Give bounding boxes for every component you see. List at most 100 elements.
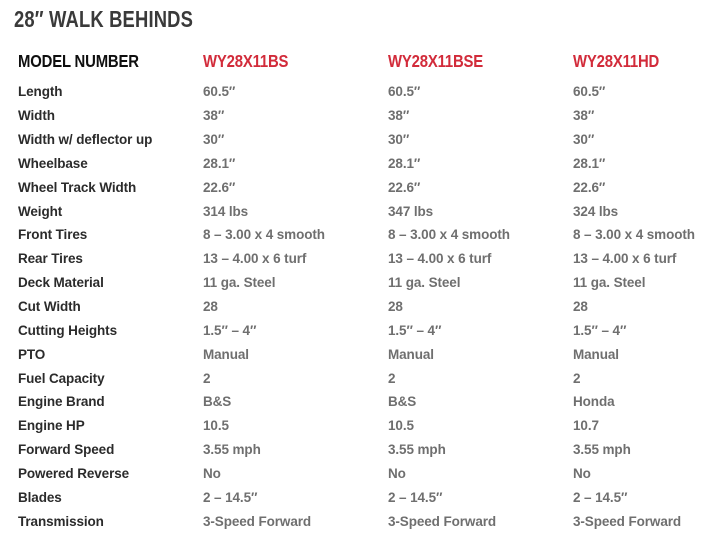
table-row: Rear Tires 13 – 4.00 x 6 turf 13 – 4.00 … [18, 247, 706, 271]
spec-value: 30″ [573, 132, 595, 148]
spec-value: 28.1″ [388, 155, 421, 171]
table-row: Length 60.5″ 60.5″ 60.5″ [18, 80, 706, 104]
model-number-header-row: MODEL NUMBER WY28X11BS WY28X11BSE WY28X1… [18, 45, 706, 77]
spec-value: 30″ [388, 132, 410, 148]
model-name-wy28x11bs: WY28X11BS [203, 50, 289, 71]
spec-value: 3-Speed Forward [573, 513, 682, 529]
spec-value: 314 lbs [203, 203, 249, 219]
spec-value: No [203, 465, 221, 481]
table-row: Cutting Heights 1.5″ – 4″ 1.5″ – 4″ 1.5″… [18, 318, 706, 342]
spec-label: Deck Material [18, 275, 104, 291]
spec-label: Cut Width [18, 299, 81, 315]
spec-value: 8 – 3.00 x 4 smooth [203, 227, 325, 243]
spec-label: Rear Tires [18, 251, 83, 267]
spec-value: No [388, 465, 406, 481]
spec-value: 38″ [573, 108, 595, 124]
spec-value: 347 lbs [388, 203, 434, 219]
spec-value: 38″ [388, 108, 410, 124]
spec-value: 10.5 [388, 418, 414, 434]
spec-value: 2 [573, 370, 581, 386]
spec-label: Length [18, 84, 63, 100]
spec-value: 28 [573, 299, 588, 315]
spec-label: Powered Reverse [18, 465, 130, 481]
table-row: Forward Speed 3.55 mph 3.55 mph 3.55 mph [18, 438, 706, 462]
spec-label: Wheelbase [18, 155, 88, 171]
spec-value: 3.55 mph [573, 442, 631, 458]
spec-label: Engine HP [18, 418, 85, 434]
spec-value: 22.6″ [573, 179, 606, 195]
spec-value: Manual [388, 346, 434, 362]
spec-value: Manual [203, 346, 249, 362]
spec-label: Transmission [18, 513, 104, 529]
spec-value: 1.5″ – 4″ [388, 322, 442, 338]
table-row: Blades 2 – 14.5″ 2 – 14.5″ 2 – 14.5″ [18, 485, 706, 509]
model-name-wy28x11bse: WY28X11BSE [388, 50, 484, 71]
spec-value: 2 [388, 370, 396, 386]
spec-label: Width w/ deflector up [18, 132, 153, 148]
spec-label: Forward Speed [18, 442, 115, 458]
spec-label: Engine Brand [18, 394, 105, 410]
spec-value: 38″ [203, 108, 225, 124]
table-row: Engine Brand B&S B&S Honda [18, 390, 706, 414]
spec-label: Weight [18, 203, 63, 219]
spec-value: 2 – 14.5″ [388, 489, 443, 505]
spec-value: 8 – 3.00 x 4 smooth [388, 227, 510, 243]
page-title: 28″ WALK BEHINDS [14, 6, 194, 32]
spec-value: 3-Speed Forward [388, 513, 497, 529]
spec-table: Length 60.5″ 60.5″ 60.5″ Width 38″ 38″ 3… [18, 80, 706, 533]
table-row: Wheelbase 28.1″ 28.1″ 28.1″ [18, 152, 706, 176]
spec-value: Honda [573, 394, 615, 410]
spec-label: Cutting Heights [18, 322, 117, 338]
spec-value: 60.5″ [203, 84, 236, 100]
table-row: PTO Manual Manual Manual [18, 342, 706, 366]
table-row: Powered Reverse No No No [18, 462, 706, 486]
spec-value: No [573, 465, 591, 481]
spec-label: Front Tires [18, 227, 88, 243]
spec-value: 1.5″ – 4″ [573, 322, 627, 338]
spec-sheet-page: 28″ WALK BEHINDS MODEL NUMBER WY28X11BS … [14, 6, 706, 533]
spec-value: 60.5″ [573, 84, 606, 100]
spec-value: 60.5″ [388, 84, 421, 100]
spec-value: 324 lbs [573, 203, 619, 219]
spec-value: 11 ga. Steel [388, 275, 461, 291]
spec-label: Width [18, 108, 55, 124]
model-name-wy28x11hd: WY28X11HD [573, 50, 660, 71]
spec-value: 8 – 3.00 x 4 smooth [573, 227, 695, 243]
spec-value: 13 – 4.00 x 6 turf [388, 251, 492, 267]
table-row: Wheel Track Width 22.6″ 22.6″ 22.6″ [18, 175, 706, 199]
spec-label: Fuel Capacity [18, 370, 105, 386]
spec-value: B&S [203, 394, 232, 410]
table-row: Fuel Capacity 2 2 2 [18, 366, 706, 390]
table-row: Width 38″ 38″ 38″ [18, 104, 706, 128]
spec-value: 2 – 14.5″ [573, 489, 628, 505]
spec-value: 3-Speed Forward [203, 513, 312, 529]
model-number-header-label: MODEL NUMBER [18, 50, 139, 71]
spec-value: 13 – 4.00 x 6 turf [203, 251, 307, 267]
spec-value: 28.1″ [573, 155, 606, 171]
spec-value: 22.6″ [388, 179, 421, 195]
spec-value: 2 – 14.5″ [203, 489, 258, 505]
spec-value: Manual [573, 346, 619, 362]
spec-value: 3.55 mph [388, 442, 446, 458]
spec-value: 22.6″ [203, 179, 236, 195]
spec-value: 3.55 mph [203, 442, 261, 458]
table-row: Deck Material 11 ga. Steel 11 ga. Steel … [18, 271, 706, 295]
table-row: Cut Width 28 28 28 [18, 295, 706, 319]
spec-value: 30″ [203, 132, 225, 148]
spec-value: 28.1″ [203, 155, 236, 171]
spec-value: 2 [203, 370, 211, 386]
table-row: Engine HP 10.5 10.5 10.7 [18, 414, 706, 438]
spec-value: 28 [203, 299, 218, 315]
spec-label: Blades [18, 489, 62, 505]
spec-label: Wheel Track Width [18, 179, 137, 195]
spec-label: PTO [18, 346, 46, 362]
spec-value: 11 ga. Steel [203, 275, 276, 291]
table-row: Transmission 3-Speed Forward 3-Speed For… [18, 509, 706, 533]
spec-value: 1.5″ – 4″ [203, 322, 257, 338]
spec-value: B&S [388, 394, 417, 410]
table-row: Width w/ deflector up 30″ 30″ 30″ [18, 128, 706, 152]
spec-value: 10.7 [573, 418, 599, 434]
spec-value: 13 – 4.00 x 6 turf [573, 251, 677, 267]
spec-value: 10.5 [203, 418, 229, 434]
spec-value: 11 ga. Steel [573, 275, 646, 291]
